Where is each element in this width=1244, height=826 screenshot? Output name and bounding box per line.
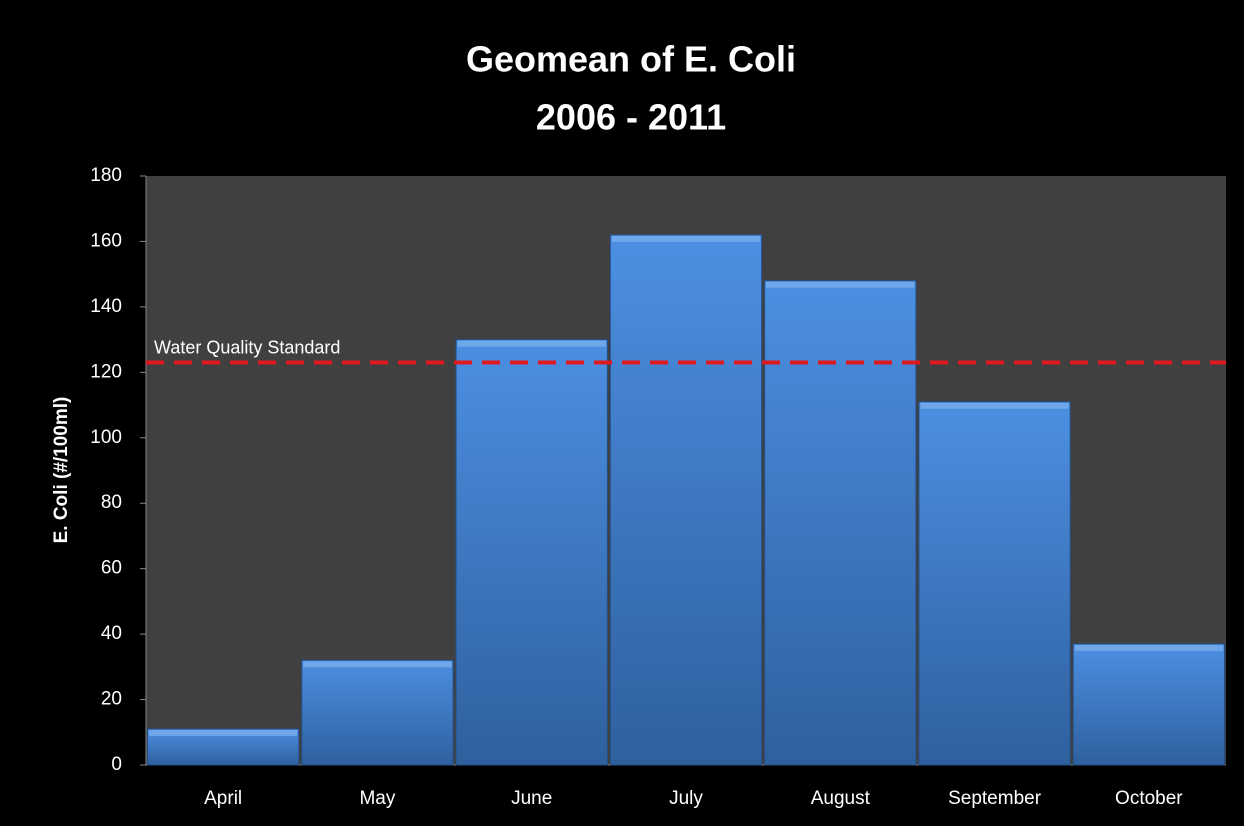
bar-bevel (766, 281, 915, 288)
bar-bevel (149, 730, 298, 737)
y-tick-label: 80 (101, 492, 122, 513)
y-tick-label: 0 (111, 754, 122, 775)
bar-bevel (303, 661, 452, 668)
reference-label: Water Quality Standard (154, 337, 340, 357)
x-tick-label: July (669, 788, 703, 809)
y-tick-label: 140 (90, 296, 122, 317)
y-tick-label: 40 (101, 623, 122, 644)
x-tick-label: August (811, 788, 871, 809)
bar-bevel (1074, 644, 1223, 651)
bar-bevel (920, 402, 1069, 409)
x-tick-label: April (204, 788, 242, 809)
bar (609, 234, 763, 766)
y-tick-label: 100 (90, 427, 122, 448)
bar (918, 401, 1071, 766)
y-axis-label: E. Coli (#/100ml) (51, 397, 72, 544)
x-tick-label: May (359, 788, 395, 809)
y-tick-label: 60 (101, 558, 122, 579)
bar-bevel (611, 235, 761, 242)
chart-title: Geomean of E. Coli (466, 39, 796, 80)
chart-subtitle: 2006 - 2011 (536, 97, 726, 138)
bar-bevel (457, 340, 606, 347)
x-tick-label: September (948, 788, 1042, 809)
bar (764, 280, 917, 766)
bar (455, 339, 608, 766)
y-tick-label: 120 (90, 361, 122, 382)
y-tick-label: 160 (90, 230, 122, 251)
bar (1072, 643, 1225, 766)
y-tick-label: 180 (90, 165, 122, 186)
x-tick-label: October (1115, 788, 1183, 809)
bar (301, 659, 454, 766)
y-tick-label: 20 (101, 689, 122, 710)
x-tick-label: June (511, 788, 552, 809)
